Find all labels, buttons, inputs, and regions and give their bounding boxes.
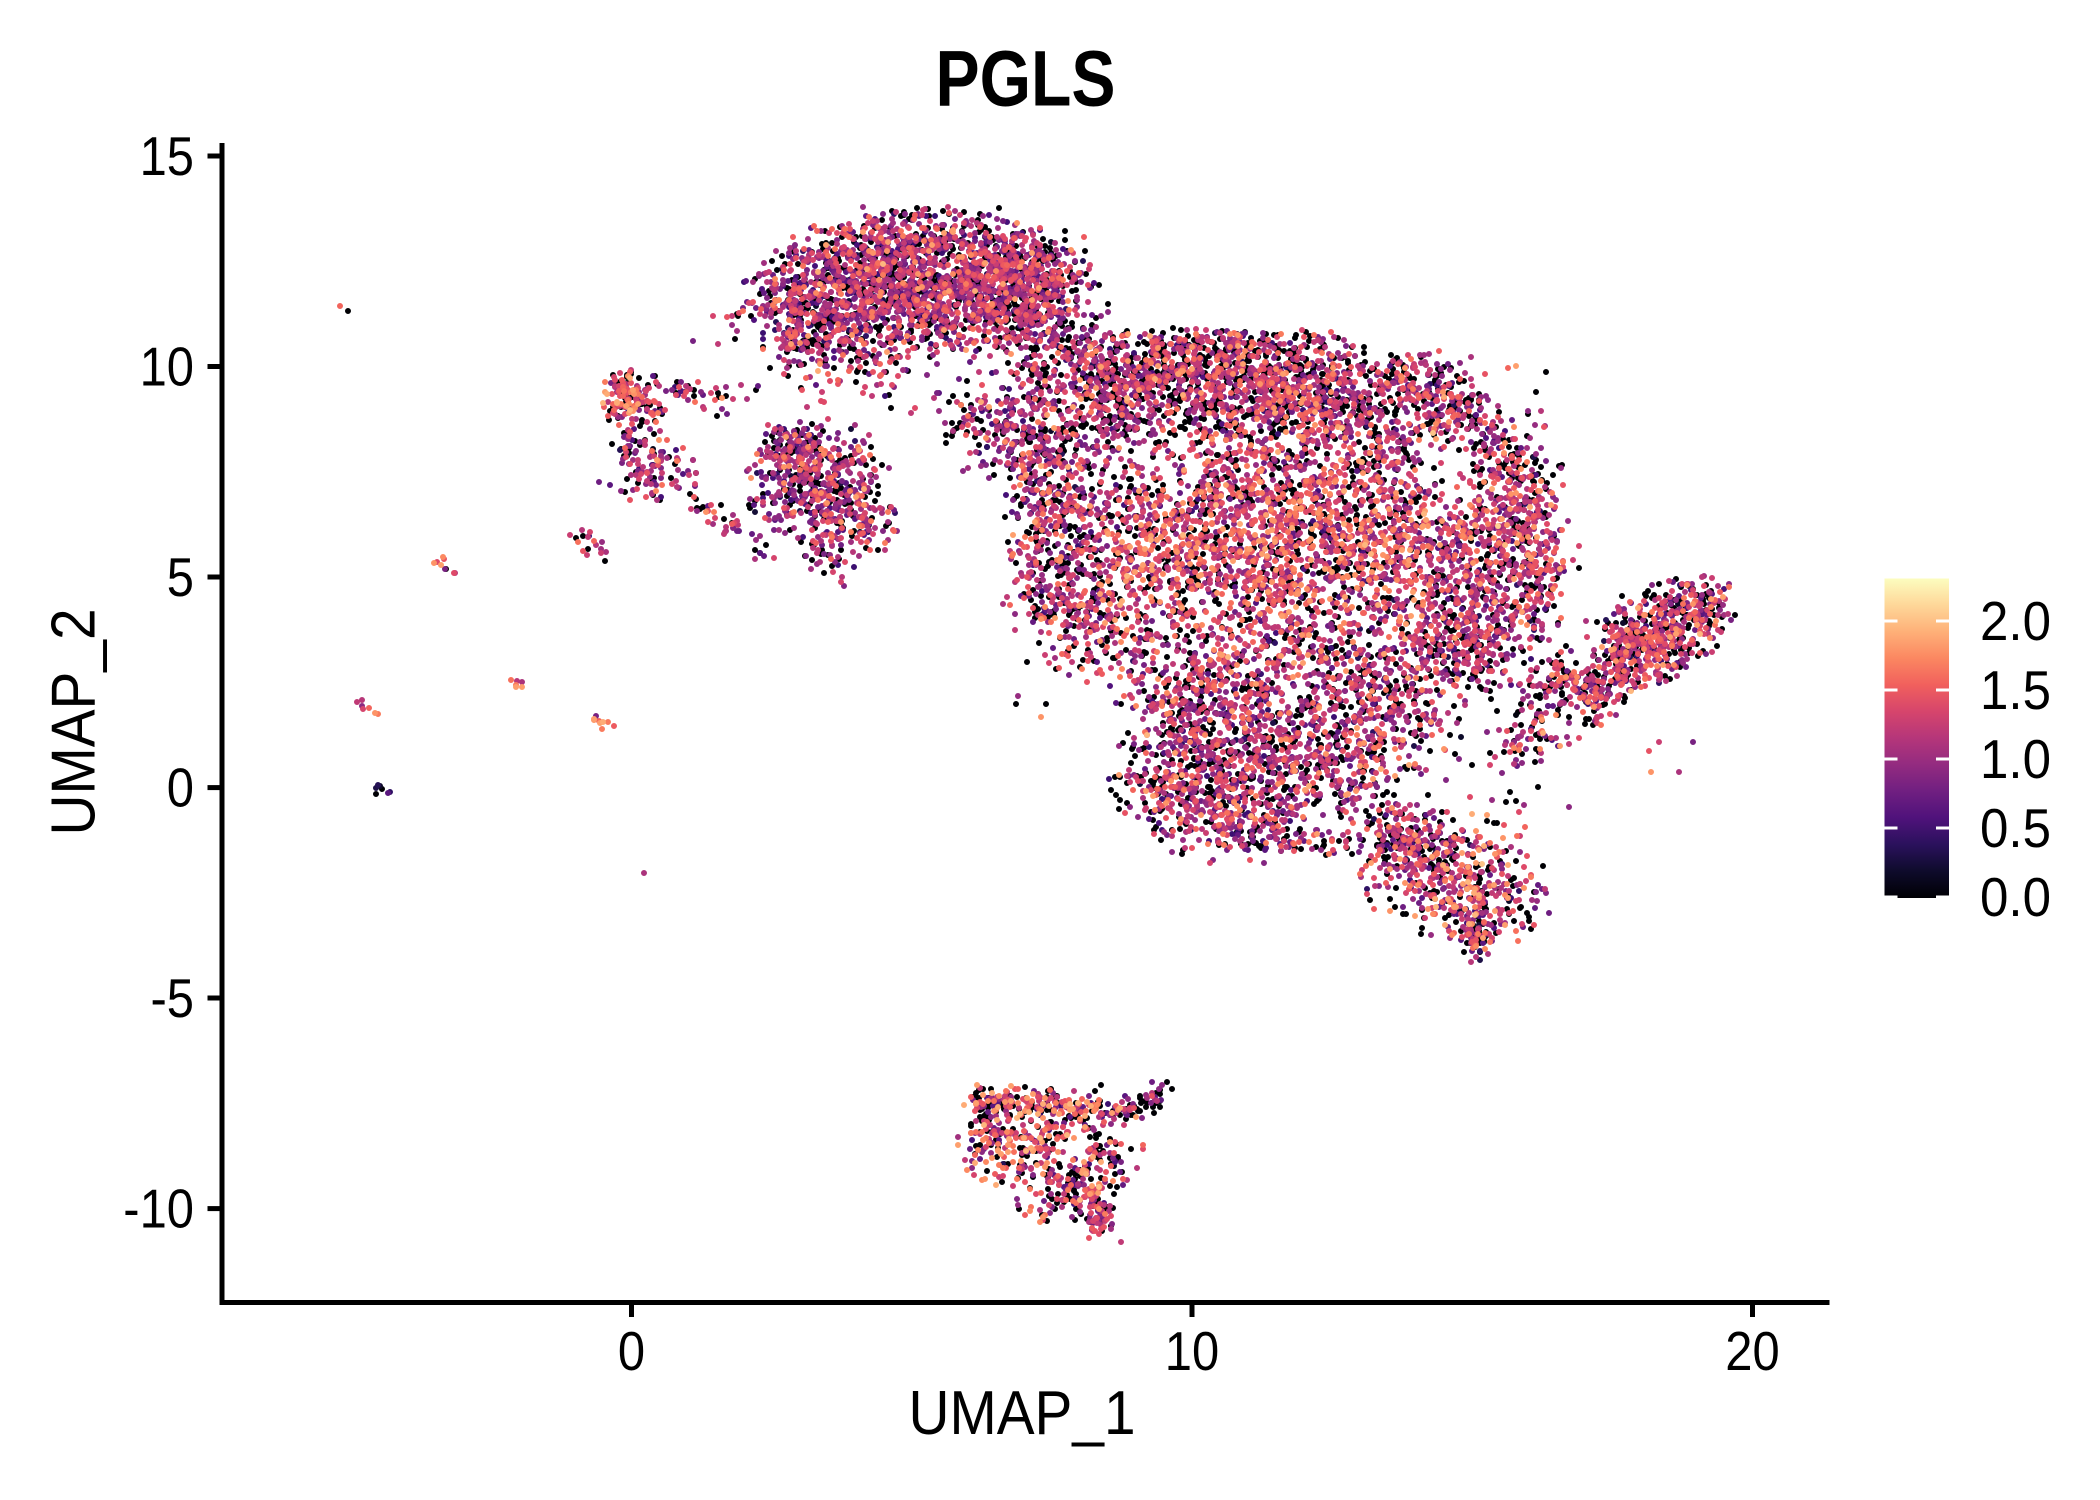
svg-text:1.5: 1.5: [1980, 659, 2051, 721]
svg-text:1.0: 1.0: [1980, 728, 2051, 790]
svg-text:UMAP_1: UMAP_1: [909, 1379, 1136, 1448]
svg-text:2.0: 2.0: [1980, 590, 2051, 652]
svg-text:0.0: 0.0: [1980, 866, 2051, 928]
svg-text:0: 0: [167, 757, 194, 819]
svg-text:-10: -10: [123, 1178, 194, 1240]
svg-text:20: 20: [1725, 1320, 1779, 1382]
svg-text:0.5: 0.5: [1980, 797, 2051, 859]
svg-text:PGLS: PGLS: [936, 34, 1116, 123]
svg-text:0: 0: [618, 1320, 645, 1382]
svg-text:10: 10: [140, 336, 194, 398]
svg-text:5: 5: [167, 546, 194, 608]
svg-text:-5: -5: [151, 967, 195, 1029]
svg-text:UMAP_2: UMAP_2: [40, 609, 109, 836]
svg-text:10: 10: [1165, 1320, 1219, 1382]
svg-text:15: 15: [140, 125, 194, 187]
